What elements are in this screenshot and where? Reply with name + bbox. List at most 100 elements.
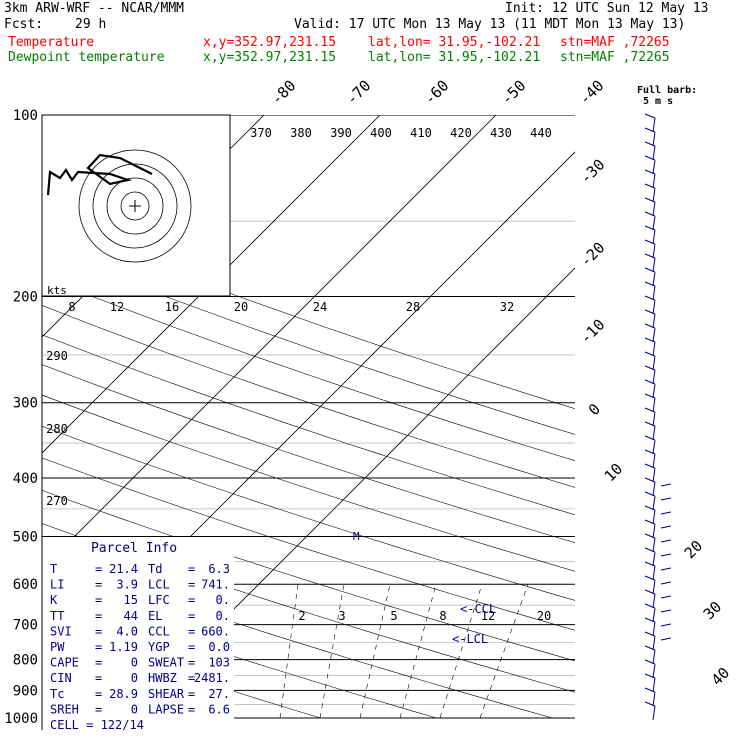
wind-barb-staff: [652, 173, 656, 189]
parcel-eq-2: =: [188, 624, 195, 638]
isotherm-label-right: 20: [681, 537, 707, 563]
parcel-eq-2: =: [188, 671, 195, 685]
parcel-eq-2: =: [188, 640, 195, 654]
wind-barb-flag: [644, 169, 656, 175]
wind-barb-flag: [644, 337, 656, 343]
wind-barb-staff: [652, 397, 656, 413]
wind-barb-staff: [652, 509, 656, 525]
dry-adiabat: [42, 394, 575, 572]
parcel-eq-1: =: [95, 687, 102, 701]
fcst-label: Fcst:: [4, 17, 44, 32]
mark-annotation: M: [353, 530, 360, 543]
isotherm-label-top: -80: [268, 77, 300, 109]
pressure-label: 800: [13, 653, 38, 669]
parcel-label-1: SREH: [50, 702, 79, 716]
wind-barb-staff: [652, 677, 656, 693]
dewpoint-legend: Dewpoint temperature: [8, 50, 165, 65]
barb-legend-line1: Full barb:: [637, 85, 697, 96]
mixing-ratio-label: 3: [338, 609, 345, 623]
isotherm-label-top: -70: [343, 77, 375, 109]
mixing-ratio-line: [359, 584, 391, 719]
wind-barb-staff: [652, 117, 656, 133]
wind-barb-staff: [652, 551, 656, 567]
wind-barb-flag: [660, 525, 672, 529]
mixing-ratio-label: 8: [439, 609, 446, 623]
speed-label: 16: [165, 300, 179, 314]
parcel-label-2: SHEAR: [148, 687, 185, 701]
wind-barb-staff: [652, 201, 656, 217]
pressure-label: 100: [13, 108, 38, 124]
parcel-label-1: Tc: [50, 687, 64, 701]
parcel-value-2: 0.: [216, 609, 230, 623]
wind-barb-flag: [644, 589, 656, 595]
parcel-value-1: 15: [124, 593, 138, 607]
wind-barb-flag: [644, 281, 656, 287]
hodograph-kts-label: kts: [47, 284, 67, 297]
wind-barb-flag: [644, 533, 656, 539]
mixing-ratio-line: [279, 584, 299, 719]
pressure-label: 200: [13, 290, 38, 306]
wind-barb-flag: [644, 211, 656, 217]
wind-barb-flag: [644, 477, 656, 483]
isotherm: [42, 115, 381, 454]
theta-label: 390: [330, 126, 352, 140]
mixing-ratio-line: [319, 584, 345, 719]
wind-barb-flag: [644, 561, 656, 567]
parcel-eq-1: =: [95, 702, 102, 716]
hodograph-ring: [92, 163, 178, 249]
hodograph-ring: [120, 191, 150, 221]
hodograph-ring: [106, 177, 164, 235]
wind-barb-staff: [652, 453, 656, 469]
parcel-eq-2: =: [188, 593, 195, 607]
wind-barb-staff: [652, 341, 656, 357]
parcel-eq-1: =: [95, 593, 102, 607]
dry-adiabat: [42, 276, 575, 461]
wind-barb-staff: [652, 383, 656, 399]
parcel-label-2: CCL: [148, 624, 170, 638]
wind-barb-flag: [660, 581, 672, 585]
parcel-value-1: 4.0: [116, 624, 138, 638]
parcel-value-1: 21.4: [109, 562, 138, 576]
parcel-label-1: PW: [50, 640, 65, 654]
pressure-label: 400: [13, 471, 38, 487]
parcel-value-2: 103: [208, 656, 230, 670]
dry-adiabat: [42, 425, 575, 601]
wind-barb-flag: [644, 225, 656, 231]
wind-barb-flag: [644, 309, 656, 315]
wind-barb-staff: [652, 663, 656, 679]
dry-adiabat: [42, 220, 575, 409]
speed-label: 32: [500, 300, 514, 314]
parcel-label-2: LCL: [148, 578, 170, 592]
wind-barb-staff: [652, 229, 656, 245]
parcel-value-2: 6.6: [208, 702, 230, 716]
theta-label-left: 270: [46, 494, 68, 508]
wind-barb-flag: [644, 127, 656, 133]
pressure-label: 700: [13, 618, 38, 634]
parcel-eq-1: =: [95, 578, 102, 592]
hodograph-trace: [46, 153, 153, 196]
parcel-cell: CELL = 122/14: [50, 718, 144, 732]
theta-label: 380: [290, 126, 312, 140]
parcel-eq-2: =: [188, 702, 195, 716]
parcel-value-1: 3.9: [116, 578, 138, 592]
wind-barb-flag: [644, 267, 656, 273]
wind-barb-staff: [652, 257, 656, 273]
wind-barb-staff: [652, 271, 656, 287]
isotherm-label-right: 10: [601, 460, 627, 486]
wind-barb-flag: [660, 567, 672, 571]
wind-barb-flag: [644, 463, 656, 469]
pressure-label: 500: [13, 529, 38, 545]
wind-barb-flag: [644, 687, 656, 693]
theta-label-left: 290: [46, 349, 68, 363]
wind-barb-staff: [652, 243, 656, 259]
parcel-label-1: T: [50, 562, 57, 576]
wind-barb-staff: [652, 691, 656, 707]
parcel-value-2: 2481.: [194, 671, 230, 685]
wind-barb-staff: [652, 649, 656, 665]
parcel-eq-1: =: [95, 640, 102, 654]
parcel-label-1: CIN: [50, 671, 72, 685]
dry-adiabat: [42, 592, 437, 719]
wind-barb-flag: [660, 623, 672, 627]
dry-adiabat: [42, 457, 575, 631]
